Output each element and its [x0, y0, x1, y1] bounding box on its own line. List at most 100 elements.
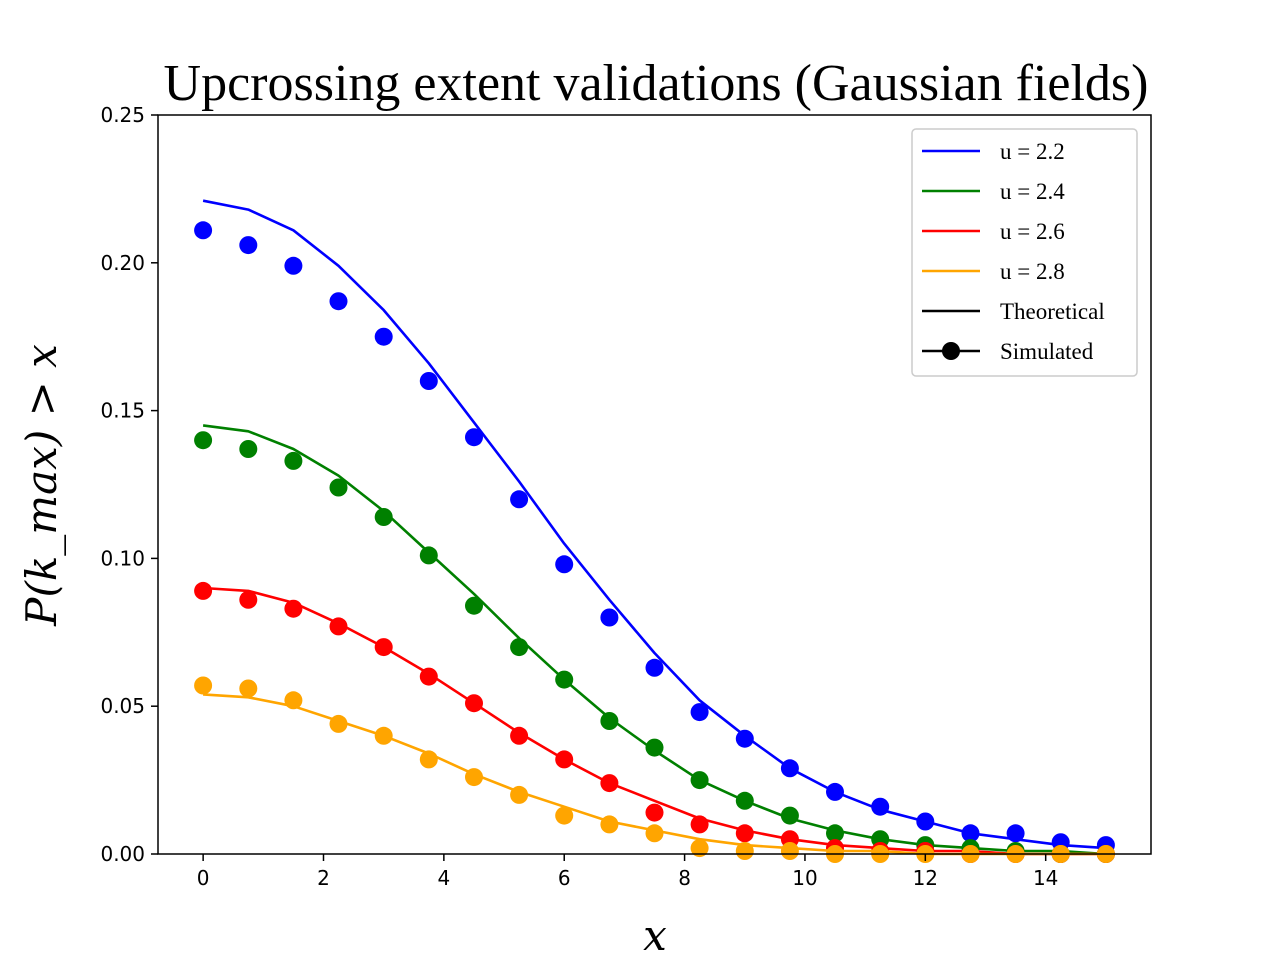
simulated-point: [194, 221, 213, 240]
simulated-point: [555, 750, 574, 769]
simulated-point: [329, 478, 348, 497]
legend-item: Simulated: [922, 339, 1094, 364]
simulated-point: [1006, 824, 1025, 843]
simulated-point: [645, 658, 664, 677]
plot-frame: [157, 114, 1152, 855]
simulated-point: [600, 608, 619, 627]
simulated-point: [735, 729, 754, 748]
legend-label: Simulated: [1000, 339, 1094, 364]
series-0: [194, 199, 1115, 855]
simulated-point: [239, 679, 258, 698]
y-axis: 0.00 0.05 0.10 0.15 0.20 0.25: [100, 103, 158, 866]
legend-label: u = 2.8: [1000, 259, 1065, 284]
y-tick-label: 0.25: [100, 103, 145, 127]
simulated-point: [555, 806, 574, 825]
legend-label: u = 2.6: [1000, 219, 1065, 244]
simulated-point: [510, 785, 529, 804]
x-axis-label: x: [643, 911, 667, 960]
simulated-point: [374, 327, 393, 346]
legend-label: Theoretical: [1000, 299, 1105, 324]
chart-title: Upcrossing extent validations (Gaussian …: [164, 55, 1149, 112]
simulated-point: [690, 839, 709, 858]
legend-label: u = 2.4: [1000, 179, 1065, 204]
simulated-point: [419, 372, 438, 390]
legend: u = 2.2 u = 2.4 u = 2.6 u = 2.8 Theoretical S…: [911, 128, 1138, 377]
simulated-point: [510, 726, 529, 745]
simulated-point: [239, 440, 258, 458]
simulated-point: [600, 815, 619, 834]
simulated-point: [600, 774, 619, 793]
x-tick-label: 6: [558, 866, 571, 890]
simulated-point: [826, 824, 844, 843]
legend-item: u = 2.4: [922, 179, 1065, 204]
simulated-point: [329, 292, 348, 311]
simulated-point: [239, 236, 258, 255]
simulated-point: [690, 703, 709, 722]
simulated-point: [826, 782, 844, 801]
y-tick-label: 0.10: [100, 546, 145, 570]
legend-items: u = 2.2 u = 2.4 u = 2.6 u = 2.8 Theoretical S…: [922, 139, 1105, 364]
simulated-point: [690, 771, 709, 790]
theoretical-line-2: [203, 586, 1106, 856]
x-tick-label: 12: [913, 866, 938, 890]
y-tick-label: 0.00: [100, 842, 145, 866]
simulated-point: [961, 824, 980, 843]
simulated-point: [645, 824, 664, 843]
simulated-point: [465, 428, 483, 447]
simulated-point: [374, 508, 393, 526]
simulated-point: [780, 806, 799, 825]
simulated-point: [555, 555, 574, 574]
simulated-point: [645, 738, 664, 757]
legend-item: u = 2.2: [922, 139, 1065, 164]
simulated-point: [194, 431, 213, 450]
y-tick-label: 0.15: [100, 399, 145, 423]
y-tick-label: 0.05: [100, 694, 145, 718]
legend-label: u = 2.2: [1000, 139, 1065, 164]
x-tick-label: 10: [792, 866, 817, 890]
simulated-point: [510, 638, 529, 657]
simulated-point: [690, 815, 709, 834]
simulated-point: [194, 676, 213, 695]
simulated-point: [329, 617, 348, 636]
simulated-point: [735, 824, 754, 843]
simulated-point: [600, 712, 619, 730]
x-axis: 0 2 4 6 8 10 12 14: [197, 854, 1058, 890]
simulated-point: [735, 842, 754, 860]
simulated-point: [239, 590, 258, 609]
simulated-point: [735, 791, 754, 810]
simulated-point: [645, 803, 664, 822]
simulated-point: [555, 670, 574, 689]
simulated-point: [374, 726, 393, 745]
y-tick-label: 0.20: [100, 251, 145, 275]
simulated-point: [419, 667, 438, 686]
simulated-point: [465, 768, 483, 787]
legend-item: Theoretical: [922, 299, 1105, 324]
simulated-point: [465, 596, 483, 615]
legend-item: u = 2.8: [922, 259, 1065, 284]
simulated-point: [419, 750, 438, 769]
series-1: [194, 424, 1115, 863]
simulated-point: [916, 812, 935, 831]
simulated-point: [329, 714, 348, 733]
theoretical-line-0: [202, 199, 1106, 850]
simulated-point: [780, 759, 799, 778]
simulated-point: [510, 490, 529, 509]
simulated-point: [284, 451, 303, 470]
simulated-point: [284, 691, 303, 710]
simulated-point: [284, 599, 303, 618]
simulated-point: [419, 546, 438, 565]
simulated-point: [871, 797, 890, 816]
simulated-point: [194, 581, 213, 600]
x-tick-label: 4: [437, 866, 450, 890]
y-axis-label: P(k_max) > x: [17, 344, 66, 627]
x-tick-label: 8: [678, 866, 691, 890]
x-tick-label: 2: [317, 866, 330, 890]
x-tick-label: 14: [1033, 866, 1058, 890]
simulated-point: [374, 638, 393, 657]
x-tick-label: 0: [197, 866, 210, 890]
legend-marker: [942, 342, 960, 360]
simulated-point: [465, 694, 483, 713]
legend-item: u = 2.6: [922, 219, 1065, 244]
simulated-point: [780, 842, 799, 860]
